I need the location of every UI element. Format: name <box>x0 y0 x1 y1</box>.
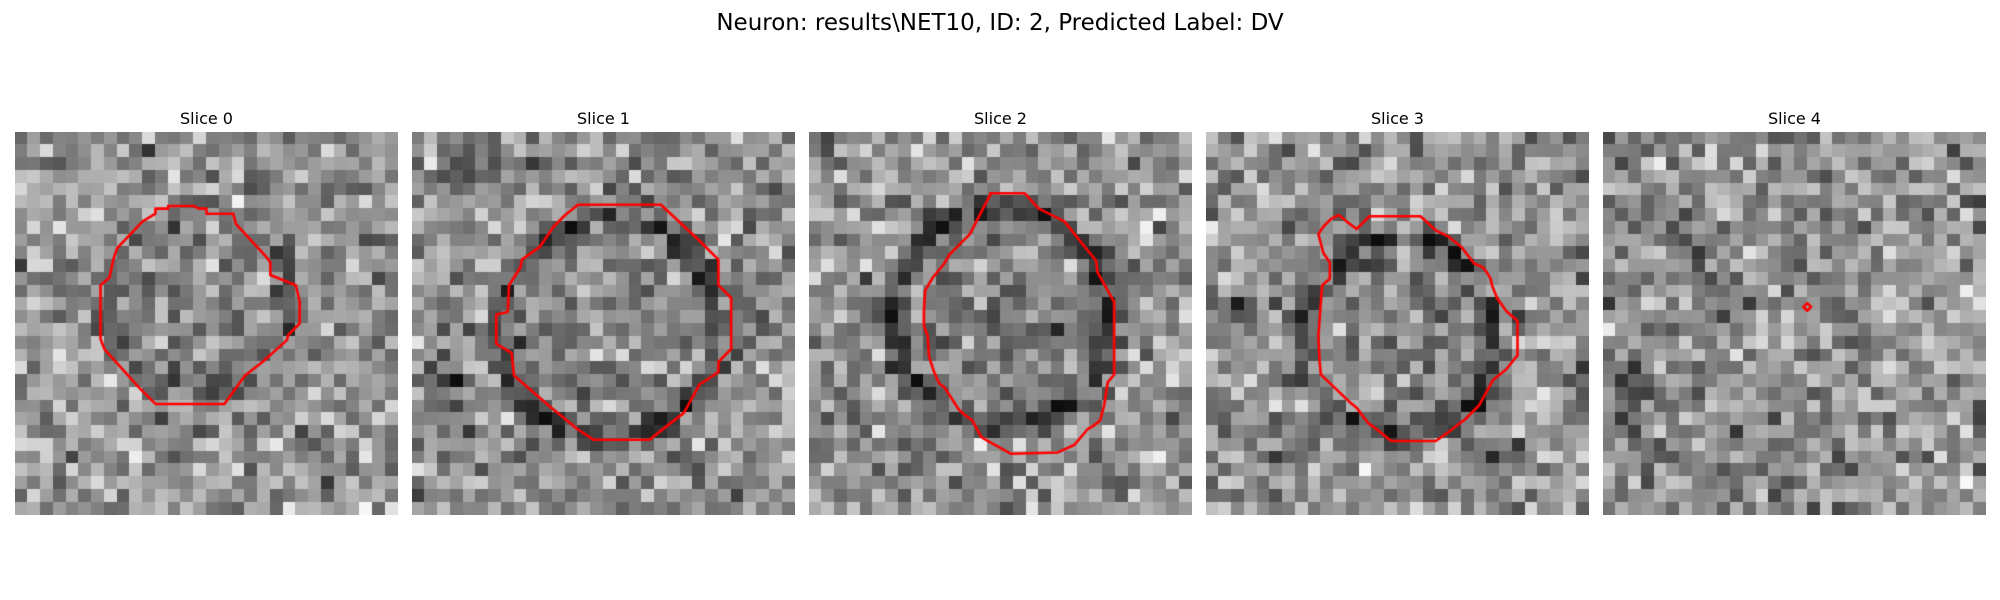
slice-panel-4: Slice 4 <box>1603 108 1986 515</box>
figure-title: Neuron: results\NET10, ID: 2, Predicted … <box>716 10 1284 36</box>
slice-panel-1: Slice 1 <box>412 108 795 515</box>
slice-image-0 <box>15 132 398 515</box>
slice-image-2 <box>809 132 1192 515</box>
slice-image-4 <box>1603 132 1986 515</box>
slice-title-3: Slice 3 <box>1371 109 1424 128</box>
slice-title-0: Slice 0 <box>180 109 233 128</box>
slice-title-4: Slice 4 <box>1768 109 1821 128</box>
slice-image-3 <box>1206 132 1589 515</box>
slice-panel-2: Slice 2 <box>809 108 1192 515</box>
slice-title-1: Slice 1 <box>577 109 630 128</box>
slice-panel-0: Slice 0 <box>15 108 398 515</box>
slice-title-2: Slice 2 <box>974 109 1027 128</box>
slice-panel-3: Slice 3 <box>1206 108 1589 515</box>
slice-image-1 <box>412 132 795 515</box>
